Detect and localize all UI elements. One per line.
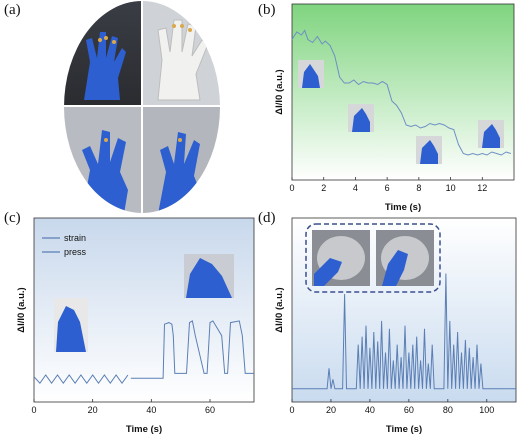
chart-c: strain press 0 20 40 60 Time (s) ΔI/I0 (a.u…	[16, 217, 255, 435]
x-tick-label-b: 10	[446, 183, 456, 193]
x-axis-title-d: Time (s)	[386, 424, 422, 435]
x-ticks-c: 0 20 40 60	[31, 399, 215, 415]
inset-glove-c1	[56, 306, 86, 352]
plot-area-b	[291, 3, 515, 181]
panel-label-b: (b)	[258, 2, 276, 18]
series-line-c-press	[130, 320, 254, 379]
x-tick-label-b: 12	[477, 183, 487, 193]
inset-frame-d	[305, 223, 441, 293]
x-tick-label-c: 0	[31, 405, 36, 415]
legend-c: strain press	[42, 233, 87, 257]
inset-photos-d	[305, 223, 441, 293]
inset-glove-b2	[352, 108, 370, 132]
series-group-b	[291, 29, 511, 156]
series-group-d	[292, 273, 516, 390]
x-ticks-d: 0 20 40 60 80 100	[289, 399, 494, 415]
x-tick-label-d: 40	[365, 405, 375, 415]
inset-photos-b	[298, 60, 504, 164]
x-tick-label-b: 2	[321, 183, 326, 193]
sensor-markers	[98, 24, 192, 142]
inset-glove-b1	[302, 64, 320, 88]
x-tick-label-b: 4	[353, 183, 358, 193]
x-tick-label-b: 6	[385, 183, 390, 193]
legend-label-strain: strain	[64, 233, 86, 243]
x-tick-label-d: 0	[289, 405, 294, 415]
panel-a-photo-collage	[62, 0, 222, 214]
x-tick-label-d: 100	[479, 405, 494, 415]
inset-photos-c	[54, 254, 234, 352]
legend-label-press: press	[64, 247, 87, 257]
inset-glove-d2	[382, 250, 408, 286]
x-tick-label-b: 0	[289, 183, 294, 193]
inset-glove-b3	[420, 140, 438, 164]
blue-glove-hand-1	[84, 32, 126, 100]
x-axis-title-b: Time (s)	[385, 202, 421, 213]
x-tick-label-d: 20	[326, 405, 336, 415]
x-tick-label-d: 80	[443, 405, 453, 415]
series-line-c-strain	[33, 374, 129, 385]
series-line-b-0	[291, 29, 511, 156]
panel-label-c: (c)	[4, 210, 21, 226]
x-axis-title-c: Time (s)	[126, 424, 162, 435]
white-glove-hand	[157, 19, 209, 101]
y-axis-title-c: ΔI/I0 (a.u.)	[16, 287, 27, 332]
panel-label-a: (a)	[4, 2, 21, 18]
chart-d: 0 20 40 60 80 100 Time (s) ΔI/I0 (a.u.)	[274, 217, 517, 435]
x-tick-label-d: 60	[404, 405, 414, 415]
series-group-c	[33, 320, 254, 385]
x-tick-label-b: 8	[416, 183, 421, 193]
chart-b: 0 2 4 6 8 10 12 Time (s) ΔI/I0 (a.u.)	[274, 3, 515, 213]
y-axis-title-b: ΔI/I0 (a.u.)	[274, 69, 285, 114]
inset-glove-b4	[482, 124, 500, 148]
x-ticks-b: 0 2 4 6 8 10 12	[289, 177, 487, 193]
inset-glove-d1	[314, 258, 342, 286]
inset-glove-c2	[186, 258, 232, 298]
y-axis-title-d: ΔI/I0 (a.u.)	[274, 287, 285, 332]
x-tick-label-c: 60	[205, 405, 215, 415]
series-line-d-0	[292, 273, 516, 390]
panel-label-d: (d)	[258, 210, 276, 226]
x-tick-label-c: 40	[146, 405, 156, 415]
x-tick-label-c: 20	[88, 405, 98, 415]
